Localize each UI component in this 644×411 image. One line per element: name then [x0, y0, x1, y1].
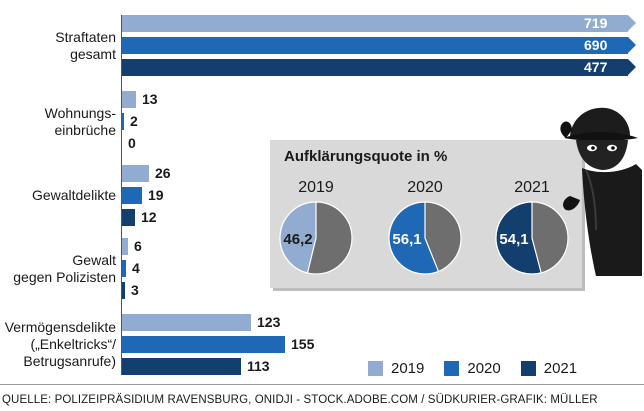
bar-value-label: 719 — [584, 15, 608, 31]
bar-value-label: 477 — [584, 59, 608, 75]
bar-2020 — [122, 113, 124, 130]
legend-label-2021: 2021 — [543, 359, 578, 377]
category-label: Wohnungs-einbrüche — [45, 105, 116, 139]
source-divider — [0, 384, 644, 385]
bar-2021 — [122, 282, 125, 299]
category-label: Gewalt gegen Polizisten — [13, 252, 116, 286]
bar-value-label: 26 — [155, 165, 171, 181]
pie-slice-2019 — [279, 201, 317, 274]
pie-charts: 2019 46,2 2020 56,1 2021 54,1 — [279, 179, 569, 275]
pie-value-label: 56,1 — [392, 231, 421, 248]
category-label-line: Gewaltdelikte — [31, 187, 116, 203]
bar-value-label: 0 — [128, 135, 136, 151]
legend-item-2019: 2019 — [368, 360, 424, 377]
axis-break-icon — [628, 15, 636, 31]
burglar-peeking-icon — [560, 107, 642, 276]
bar-value-label: 4 — [132, 260, 140, 276]
pie-value-label: 46,2 — [283, 231, 312, 248]
bar-value-label: 3 — [131, 282, 139, 298]
category-label-line: Wohnungs- — [44, 104, 116, 121]
pie-value-label: 54,1 — [499, 231, 528, 248]
category-label: Gewaltdelikte — [32, 187, 116, 204]
bar-2020 — [122, 336, 285, 353]
bar-2021 — [122, 59, 628, 76]
bar-value-label: 123 — [257, 314, 281, 330]
category-label: Vermögensdelikte („Enkeltricks“/Betrugsan… — [5, 319, 116, 370]
bar-2020 — [122, 37, 628, 54]
legend-label-2019: 2019 — [391, 359, 425, 377]
legend-item-2020: 2020 — [444, 359, 501, 377]
bar-2020 — [122, 187, 142, 204]
pie-year-label: 2019 — [298, 179, 334, 196]
pie-slice-2020 — [388, 201, 440, 275]
category-label-line: („Enkeltricks“/ — [30, 336, 116, 352]
bar-2020 — [122, 260, 126, 277]
pie-year-label: 2020 — [407, 179, 443, 196]
legend-swatch-2019 — [368, 360, 383, 376]
source-credit: QUELLE: POLIZEIPRÄSIDIUM RAVENSBURG, ONI… — [2, 394, 598, 406]
inset-title: Aufklärungsquote in % — [284, 148, 448, 165]
bar-2019 — [122, 238, 128, 255]
bar-axis — [121, 15, 122, 375]
bar-2019 — [122, 314, 251, 331]
legend-swatch-2021 — [520, 360, 536, 376]
bar-2021 — [122, 209, 135, 226]
bar-2019 — [122, 165, 149, 182]
bar-2021 — [122, 358, 241, 375]
bar-value-label: 6 — [134, 238, 142, 254]
category-label-line: einbrüche — [54, 121, 117, 138]
category-label-line: gegen Polizisten — [13, 268, 116, 285]
bar-value-label: 12 — [141, 209, 157, 225]
bar-value-label: 113 — [247, 358, 270, 374]
legend-item-2021: 2021 — [520, 359, 578, 377]
axis-break-icon — [628, 37, 636, 53]
bar-2019 — [122, 91, 136, 108]
category-label-line: Betrugsanrufe) — [23, 353, 116, 369]
bar-value-label: 155 — [291, 336, 315, 352]
bar-value-label: 19 — [148, 187, 164, 203]
pie-slice-2021 — [495, 201, 542, 275]
category-label-line: Vermögensdelikte — [4, 319, 116, 335]
category-label: Straftaten gesamt — [55, 29, 116, 63]
legend: 2019 2020 2021 — [368, 358, 597, 378]
axis-break-icon — [628, 59, 636, 75]
legend-label-2020: 2020 — [467, 359, 501, 377]
bar-2019 — [122, 15, 628, 32]
bar-value-label: 2 — [130, 113, 138, 129]
category-label-line: Gewalt — [72, 251, 116, 268]
legend-swatch-2020 — [444, 360, 460, 376]
bar-value-label: 13 — [142, 91, 158, 107]
category-label-line: gesamt — [70, 45, 116, 62]
category-label-line: Straftaten — [55, 28, 116, 45]
bar-value-label: 690 — [584, 37, 608, 53]
pie-year-label: 2021 — [514, 179, 550, 196]
clearance-rate-panel: Aufklärungsquote in % 2019 46,2 2020 56,1 20… — [270, 140, 582, 288]
